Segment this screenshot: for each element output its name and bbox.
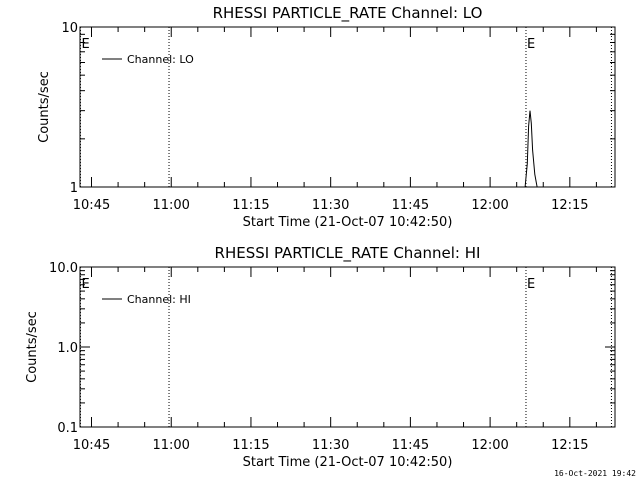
x-tick-label: 12:00 [471,198,508,213]
x-tick-label: 11:00 [152,198,189,213]
y-tick-label: 1.0 [57,341,78,356]
x-tick-label: 11:45 [392,198,429,213]
x-tick-label: 11:00 [152,438,189,453]
marker-label: E [81,277,89,292]
y-axis-label: Counts/sec [37,71,52,143]
x-tick-label: 10:45 [73,438,110,453]
x-tick-label: 12:00 [471,438,508,453]
marker-label: E [527,37,535,52]
y-axis-label: Counts/sec [25,311,40,383]
chart-panel-2: RHESSI PARTICLE_RATE Channel: HI 0.1 1.0 10… [25,244,616,470]
chart-title: RHESSI PARTICLE_RATE Channel: LO [213,4,483,23]
x-tick-label: 12:15 [551,438,588,453]
series-line [524,110,538,187]
x-tick-label: 11:15 [232,198,269,213]
x-tick-label: 11:30 [312,438,349,453]
marker-label: E [527,277,535,292]
marker-label: E [81,37,89,52]
x-tick-label: 10:45 [73,198,110,213]
y-tick-label: 0.1 [57,421,78,436]
y-tick-label: 1 [70,181,78,196]
x-tick-label: 11:30 [312,198,349,213]
x-axis-label: Start Time (21-Oct-07 10:42:50) [243,455,453,470]
plot-frame [79,26,616,188]
x-tick-label: 11:15 [232,438,269,453]
y-tick-label: 10.0 [49,261,78,276]
legend-label: Channel: HI [127,293,191,306]
x-tick-label: 11:45 [392,438,429,453]
x-axis-label: Start Time (21-Oct-07 10:42:50) [243,215,453,230]
chart-title: RHESSI PARTICLE_RATE Channel: HI [215,244,481,263]
footer-timestamp: 16-Oct-2021 19:42 [554,469,636,478]
y-tick-label: 10 [61,21,78,36]
x-tick-label: 12:15 [551,198,588,213]
legend-label: Channel: LO [127,53,194,66]
chart-panel-1: RHESSI PARTICLE_RATE Channel: LO 1 10 Count… [37,4,616,230]
